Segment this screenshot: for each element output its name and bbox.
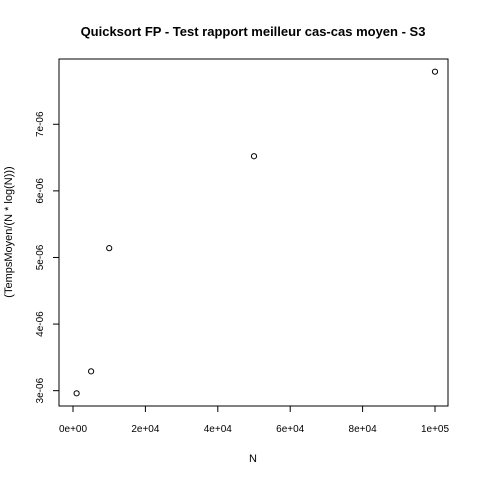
x-tick-label: 2e+04 bbox=[131, 424, 160, 435]
y-tick-label: 3e-06 bbox=[35, 377, 46, 403]
x-tick-label: 8e+04 bbox=[349, 424, 378, 435]
y-tick-label: 4e-06 bbox=[35, 311, 46, 337]
x-tick-label: 1e+05 bbox=[421, 424, 450, 435]
y-axis-label: (TempsMoyen/(N * log(N))) bbox=[3, 166, 15, 297]
y-tick-label: 5e-06 bbox=[35, 244, 46, 270]
x-tick-label: 6e+04 bbox=[276, 424, 305, 435]
data-point bbox=[88, 368, 95, 375]
chart-title: Quicksort FP - Test rapport meilleur cas… bbox=[81, 24, 426, 39]
data-point bbox=[73, 390, 80, 397]
x-axis: 0e+00 2e+04 4e+04 6e+04 8e+04 1e+05 bbox=[59, 405, 450, 435]
x-axis-label: N bbox=[249, 453, 257, 465]
y-tick-label: 6e-06 bbox=[35, 178, 46, 204]
x-tick-label: 0e+00 bbox=[59, 424, 88, 435]
y-tick-label: 7e-06 bbox=[35, 111, 46, 137]
x-tick-label: 4e+04 bbox=[204, 424, 233, 435]
data-point bbox=[250, 153, 258, 160]
data-point bbox=[431, 68, 439, 75]
data-points bbox=[73, 68, 439, 397]
data-point bbox=[106, 245, 113, 252]
y-axis: 3e-06 4e-06 5e-06 6e-06 7e-06 bbox=[35, 111, 60, 403]
